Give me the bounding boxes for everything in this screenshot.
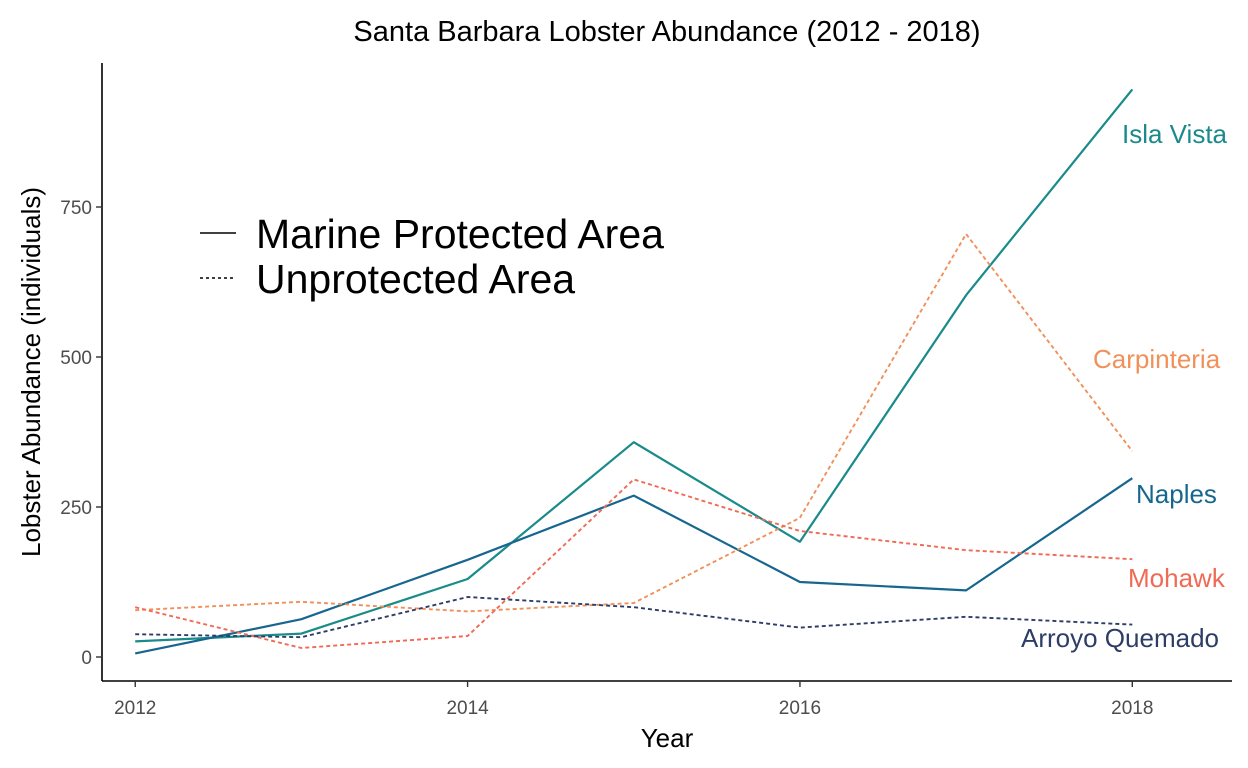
series-label-isla-vista: Isla Vista	[1122, 119, 1228, 149]
x-tick-label: 2016	[779, 698, 821, 719]
series-label-naples: Naples	[1136, 479, 1217, 509]
legend-label: Unprotected Area	[256, 256, 575, 302]
series-line-isla-vista	[135, 88, 1134, 643]
y-tick-label: 500	[60, 348, 92, 369]
chart-title: Santa Barbara Lobster Abundance (2012 - …	[353, 16, 980, 48]
axes: 0 250 500 750 2012 2014 2016 2018	[60, 63, 1232, 719]
x-tick-label: 2018	[1111, 698, 1153, 719]
site-labels: Isla Vista Naples Carpinteria Mohawk Arroyo …	[1021, 119, 1228, 653]
series-label-arroyo-quemado: Arroyo Quemado	[1021, 623, 1219, 653]
legend-label: Marine Protected Area	[256, 211, 664, 257]
y-tick-label: 0	[81, 648, 92, 669]
series-line-naples	[134, 477, 1133, 655]
y-axis-title: Lobster Abundance (individuals)	[16, 187, 46, 557]
series-lines	[134, 88, 1134, 655]
y-tick-label: 250	[60, 498, 92, 519]
x-axis-title: Year	[641, 723, 694, 753]
series-line-carpinteria	[135, 233, 1134, 613]
series-label-carpinteria: Carpinteria	[1093, 344, 1221, 374]
series-line-mohawk	[134, 478, 1133, 649]
x-tick-label: 2012	[114, 698, 156, 719]
series-label-mohawk: Mohawk	[1128, 563, 1226, 593]
y-tick-label: 750	[60, 198, 92, 219]
x-tick-label: 2014	[446, 698, 489, 719]
